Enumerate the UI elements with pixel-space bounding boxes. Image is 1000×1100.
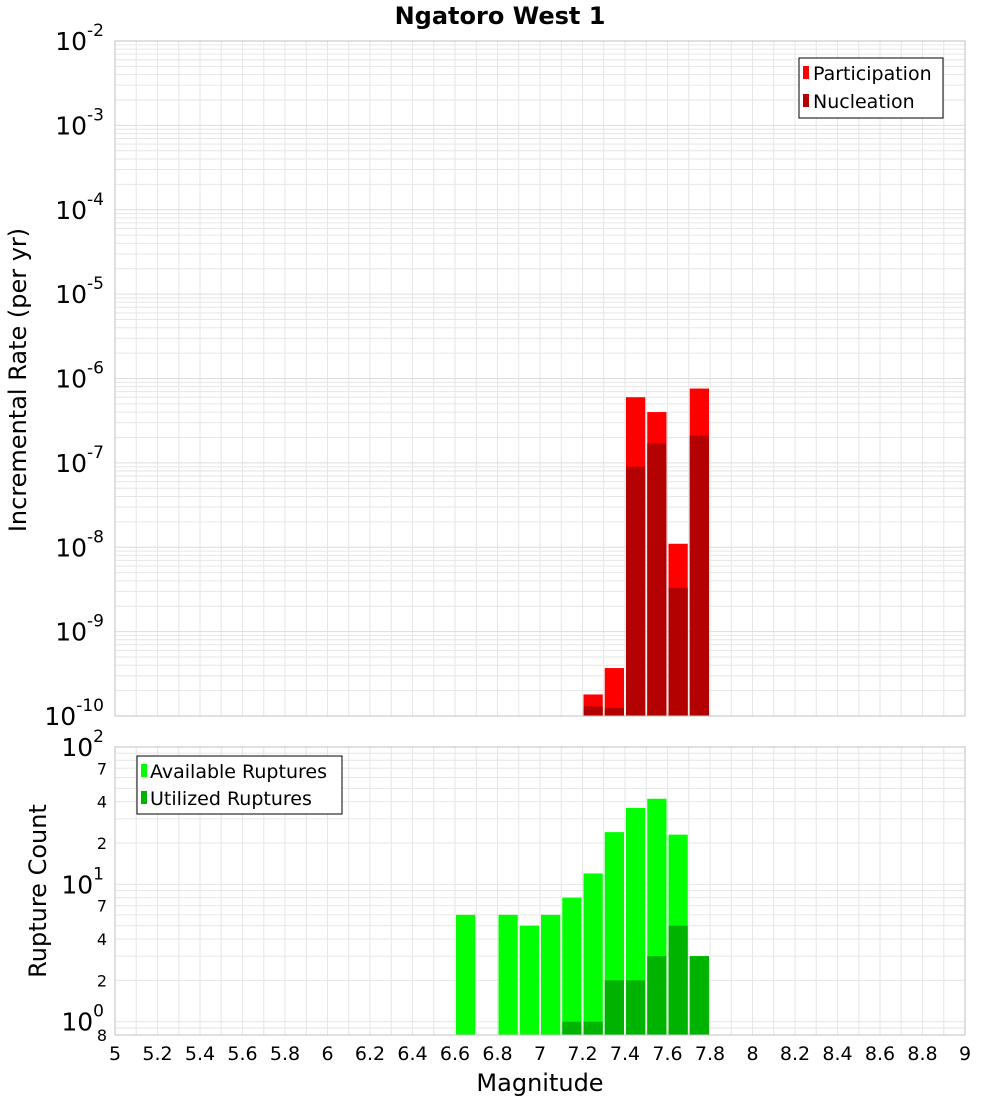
- available-ruptures-bar: [626, 807, 646, 1035]
- utilized-ruptures-bar: [626, 980, 646, 1035]
- x-tick-label: 5.4: [185, 1043, 215, 1065]
- top-panel-bars: [583, 388, 709, 716]
- y-tick-label: 10-7: [55, 443, 104, 478]
- utilized-ruptures-bar: [562, 1021, 582, 1035]
- nucleation-bar: [689, 435, 709, 716]
- legend-swatch-available: [141, 764, 147, 777]
- utilized-ruptures-bar: [668, 925, 688, 1035]
- y-minor-tick-label: 4: [97, 930, 107, 949]
- x-tick-label: 8.4: [822, 1043, 852, 1065]
- bottom-panel-bars: [456, 798, 709, 1035]
- nucleation-bar: [668, 587, 688, 716]
- x-tick-label: 8: [746, 1043, 758, 1065]
- x-axis-ticks: 5 5.2 5.4 5.6 5.8 6 6.2 6.4 6.6 6.8 7 7.2 7.4 7.6 7.8 8…: [109, 1043, 971, 1065]
- x-tick-label: 6.2: [355, 1043, 385, 1065]
- x-tick-label: 5.2: [142, 1043, 172, 1065]
- top-panel-frame: [114, 40, 966, 717]
- x-tick-label: 7: [534, 1043, 546, 1065]
- bottom-panel-frame: [114, 746, 966, 1036]
- nucleation-bar: [604, 707, 624, 716]
- nucleation-bar: [626, 466, 646, 716]
- x-tick-label: 5.8: [270, 1043, 300, 1065]
- chart-title: Ngatoro West 1: [395, 2, 606, 30]
- x-tick-label: 6.4: [397, 1043, 427, 1065]
- y-tick-label: 10-6: [55, 359, 104, 394]
- y-tick-label: 101: [61, 864, 104, 899]
- y-minor-tick-label: 2: [97, 971, 107, 990]
- y-tick-label: 102: [61, 727, 104, 762]
- legend-swatch-nucleation: [803, 94, 809, 107]
- legend-label-available: Available Ruptures: [150, 761, 327, 783]
- utilized-ruptures-bar: [689, 956, 709, 1035]
- y-tick-label: 10-4: [55, 190, 104, 225]
- x-axis-title: Magnitude: [476, 1069, 603, 1097]
- nucleation-bar: [583, 706, 603, 716]
- x-tick-label: 7.6: [652, 1043, 682, 1065]
- available-ruptures-bar: [541, 914, 561, 1035]
- top-legend: Participation Nucleation: [798, 57, 944, 119]
- participation-bar: [604, 668, 624, 716]
- legend-label-utilized: Utilized Ruptures: [150, 788, 312, 810]
- top-y-axis-title: Incremental Rate (per yr): [4, 228, 32, 532]
- top-panel-y-ticks: 10-2 10-3 10-4 10-5 10-6 10-7 10-8 10-9 10-10: [44, 21, 104, 731]
- top-panel-grid: [114, 41, 966, 717]
- x-tick-label: 8.8: [907, 1043, 937, 1065]
- y-tick-label: 10-9: [55, 612, 104, 647]
- available-ruptures-bar: [456, 914, 476, 1035]
- nucleation-bar: [647, 443, 667, 716]
- available-ruptures-bar: [498, 914, 518, 1035]
- x-tick-label: 8.2: [780, 1043, 810, 1065]
- x-tick-label: 8.6: [865, 1043, 895, 1065]
- available-ruptures-bar: [519, 925, 539, 1035]
- legend-label-nucleation: Nucleation: [813, 91, 915, 113]
- bottom-y-axis-title: Rupture Count: [24, 804, 52, 978]
- x-tick-label: 6.8: [482, 1043, 512, 1065]
- y-minor-tick-label: 8: [97, 1026, 107, 1045]
- legend-label-participation: Participation: [813, 63, 932, 85]
- x-tick-label: 6: [321, 1043, 333, 1065]
- x-tick-label: 5: [109, 1043, 121, 1065]
- y-tick-label: 10-5: [55, 274, 104, 309]
- y-minor-tick-label: 7: [97, 897, 107, 916]
- y-tick-label: 10-8: [55, 527, 104, 562]
- y-minor-tick-label: 4: [97, 793, 107, 812]
- top-legend-box: [798, 57, 944, 119]
- x-tick-label: 9: [959, 1043, 971, 1065]
- x-tick-label: 7.2: [567, 1043, 597, 1065]
- utilized-ruptures-bar: [583, 1021, 603, 1035]
- y-tick-label: 10-2: [55, 21, 104, 56]
- y-minor-tick-label: 2: [97, 834, 107, 853]
- legend-swatch-utilized: [141, 791, 147, 804]
- y-tick-label: 10-3: [55, 105, 104, 140]
- bottom-panel-y-ticks: 102 101 100 7 4 2 7 4 2 8: [61, 727, 107, 1045]
- legend-swatch-participation: [803, 66, 809, 79]
- x-tick-label: 6.6: [440, 1043, 470, 1065]
- available-ruptures-bar: [583, 873, 603, 1035]
- y-tick-label: 10-10: [44, 696, 104, 731]
- x-tick-label: 7.4: [610, 1043, 640, 1065]
- bottom-legend-box: [136, 755, 343, 815]
- utilized-ruptures-bar: [647, 956, 667, 1035]
- x-tick-label: 5.6: [227, 1043, 257, 1065]
- bottom-legend: Available Ruptures Utilized Ruptures: [136, 755, 343, 815]
- utilized-ruptures-bar: [604, 980, 624, 1035]
- y-minor-tick-label: 7: [97, 759, 107, 778]
- available-ruptures-bar: [562, 897, 582, 1035]
- y-tick-label: 100: [61, 1002, 104, 1037]
- x-tick-label: 7.8: [695, 1043, 725, 1065]
